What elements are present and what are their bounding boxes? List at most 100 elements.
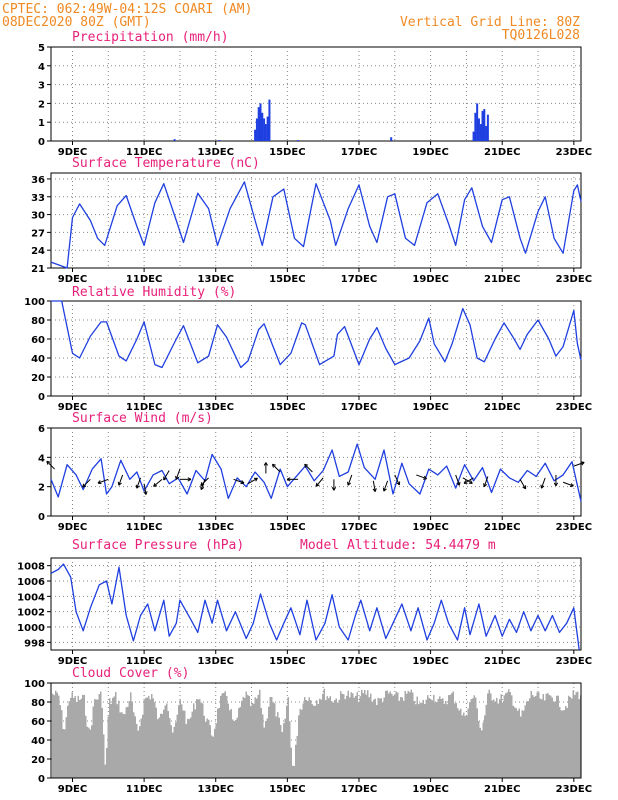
wind-arrow: [136, 477, 141, 489]
x-tick-label: 15DEC: [269, 656, 305, 667]
x-tick-label: 9DEC: [58, 147, 87, 158]
cloud-bar: [235, 719, 237, 778]
cloud-bar: [398, 700, 400, 778]
cloud-bar: [211, 735, 213, 778]
cloud-bar: [125, 707, 127, 778]
cloud-bar: [88, 727, 90, 778]
cloud-bar: [518, 708, 520, 778]
wind-arrowhead: [253, 477, 258, 482]
cloud-bar: [260, 708, 262, 778]
cloud-bar: [467, 708, 469, 778]
cloud-bar: [439, 696, 441, 778]
cloud-bar: [503, 695, 505, 778]
x-tick-label: 21DEC: [484, 147, 520, 158]
cloud-bar: [305, 700, 307, 778]
wind-arrow: [462, 477, 473, 484]
cloud-bar: [334, 700, 336, 778]
cloud-bar: [233, 721, 235, 778]
cloud-bar: [220, 695, 222, 778]
wind-arrowhead: [263, 462, 268, 466]
cloud-bar: [365, 694, 367, 778]
cloud-bar: [322, 693, 324, 778]
grid-note: Vertical Grid Line: 80Z: [400, 15, 580, 30]
panel-annotation: Model Altitude: 54.4479 m: [300, 538, 496, 553]
y-tick-label: 80: [31, 316, 45, 327]
panel-frame: [50, 46, 582, 142]
cloud-bar: [167, 711, 169, 778]
series-line: [50, 181, 582, 269]
cloud-bar: [368, 697, 370, 778]
wind-arrow: [347, 474, 353, 486]
x-tick-label: 19DEC: [412, 656, 448, 667]
cloud-bar: [385, 690, 387, 778]
x-tick-label: 11DEC: [126, 522, 162, 533]
cloud-bar: [449, 694, 451, 778]
cloud-bar: [562, 710, 564, 778]
cloud-bar: [170, 725, 172, 778]
x-tick-label: 21DEC: [484, 656, 520, 667]
panel-3: Relative Humidity (%) 0 20 40 60 80 100 9DEC 11D…: [24, 285, 592, 413]
wind-arrow: [118, 474, 124, 486]
wind-arrowhead: [463, 480, 468, 484]
wind-arrow: [416, 474, 427, 480]
wind-arrowhead: [540, 484, 545, 489]
cloud-bar: [244, 697, 246, 778]
cloud-bar: [242, 696, 244, 778]
cloud-bar: [247, 694, 249, 778]
cloud-bar: [265, 721, 267, 778]
cloud-bar: [341, 693, 343, 778]
cloud-bar: [457, 708, 459, 778]
panel-title: Relative Humidity (%): [72, 285, 236, 300]
cloud-bar: [227, 703, 229, 778]
wind-arrowhead: [456, 481, 461, 486]
cloud-bar: [466, 715, 468, 778]
cloud-bar: [62, 729, 64, 778]
wind-arrow: [233, 478, 245, 484]
cloud-bar: [298, 715, 300, 778]
y-tick-label: 4: [38, 62, 45, 73]
x-tick-label: 19DEC: [412, 402, 448, 413]
cloud-bar: [76, 702, 78, 778]
panel-1: Precipitation (mm/h) 0 1 2 3 4 5 9DEC 11DEC 13DEC…: [38, 30, 592, 158]
cloud-bar: [263, 727, 265, 778]
cloud-bar: [446, 704, 448, 778]
cloud-bar: [578, 699, 580, 778]
cloud-bar: [379, 698, 381, 778]
cloud-bar: [407, 691, 409, 778]
cloud-bar: [460, 708, 462, 778]
cloud-bar: [553, 701, 555, 778]
cloud-bar: [283, 723, 285, 778]
cloud-bar: [529, 698, 531, 778]
cloud-bar: [71, 692, 73, 778]
cloud-bar: [431, 700, 433, 778]
cloud-bar: [223, 692, 225, 778]
cloud-bar: [452, 691, 454, 778]
cloud-bar: [301, 709, 303, 778]
cloud-bar: [524, 705, 526, 778]
cloud-bar: [499, 699, 501, 778]
cloud-bar: [95, 699, 97, 778]
wind-arrowhead: [46, 460, 51, 465]
panel-5: Surface Pressure (hPa) Model Altitude: 54…: [17, 538, 592, 667]
y-tick-label: 0: [38, 512, 45, 523]
cloud-bar: [511, 695, 513, 778]
model-code: TQ0126L028: [502, 28, 580, 43]
cloud-bar: [116, 704, 118, 778]
wind-arrowhead: [347, 481, 352, 486]
cloud-bar: [146, 697, 148, 778]
panel-frame: [50, 172, 582, 269]
cloud-bar: [506, 692, 508, 778]
cloud-bar: [304, 697, 306, 778]
cloud-bar: [218, 707, 220, 778]
cloud-bar: [436, 702, 438, 778]
cloud-bar: [320, 699, 322, 778]
wind-arrowhead: [423, 475, 427, 480]
x-tick-label: 13DEC: [198, 522, 234, 533]
cloud-bar: [91, 725, 93, 778]
cloud-bar: [278, 717, 280, 778]
cloud-bar: [395, 691, 397, 778]
cloud-bar: [425, 699, 427, 778]
x-tick-label: 11DEC: [126, 147, 162, 158]
wind-arrow: [175, 468, 181, 480]
cloud-bar: [566, 707, 568, 778]
